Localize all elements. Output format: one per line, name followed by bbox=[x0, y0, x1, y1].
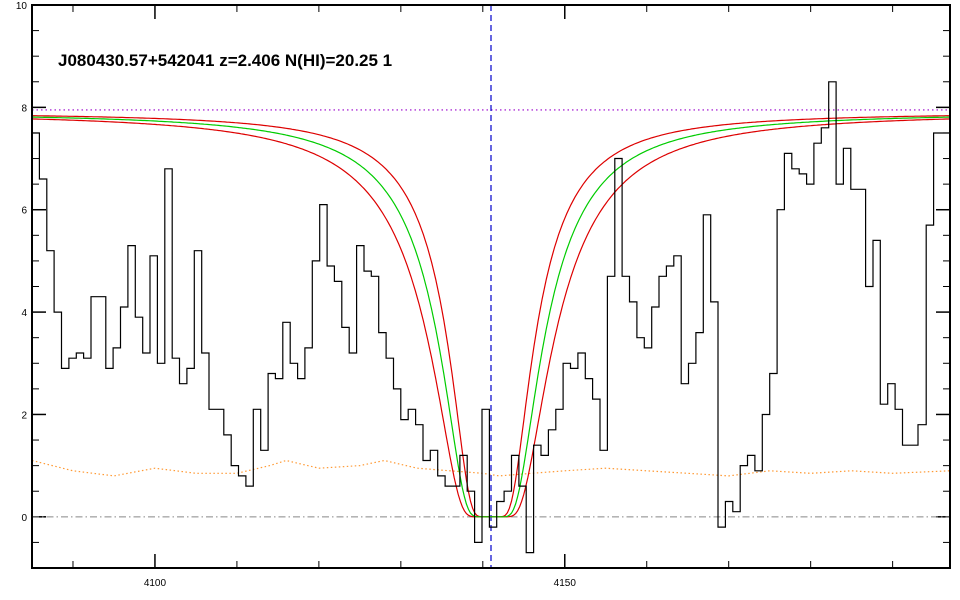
flux-spectrum bbox=[32, 81, 950, 554]
x-tick-label: 4100 bbox=[144, 578, 167, 589]
data-layer bbox=[31, 5, 951, 568]
y-tick-label: 6 bbox=[21, 206, 27, 217]
chart-title: J080430.57+542041 z=2.406 N(HI)=20.25 1 bbox=[58, 51, 392, 70]
y-tick-label: 10 bbox=[16, 1, 28, 12]
x-tick-label: 4150 bbox=[554, 578, 577, 589]
y-tick-label: 8 bbox=[21, 103, 27, 114]
y-tick-label: 0 bbox=[21, 513, 27, 524]
axis-tick-labels: 0 2 4 6 8 10 4100 4150 bbox=[16, 1, 576, 589]
model-profile bbox=[32, 116, 950, 518]
plot-frame bbox=[31, 4, 951, 569]
error-spectrum bbox=[31, 459, 951, 477]
y-tick-label: 4 bbox=[21, 308, 27, 319]
y-tick-label: 2 bbox=[21, 410, 27, 421]
